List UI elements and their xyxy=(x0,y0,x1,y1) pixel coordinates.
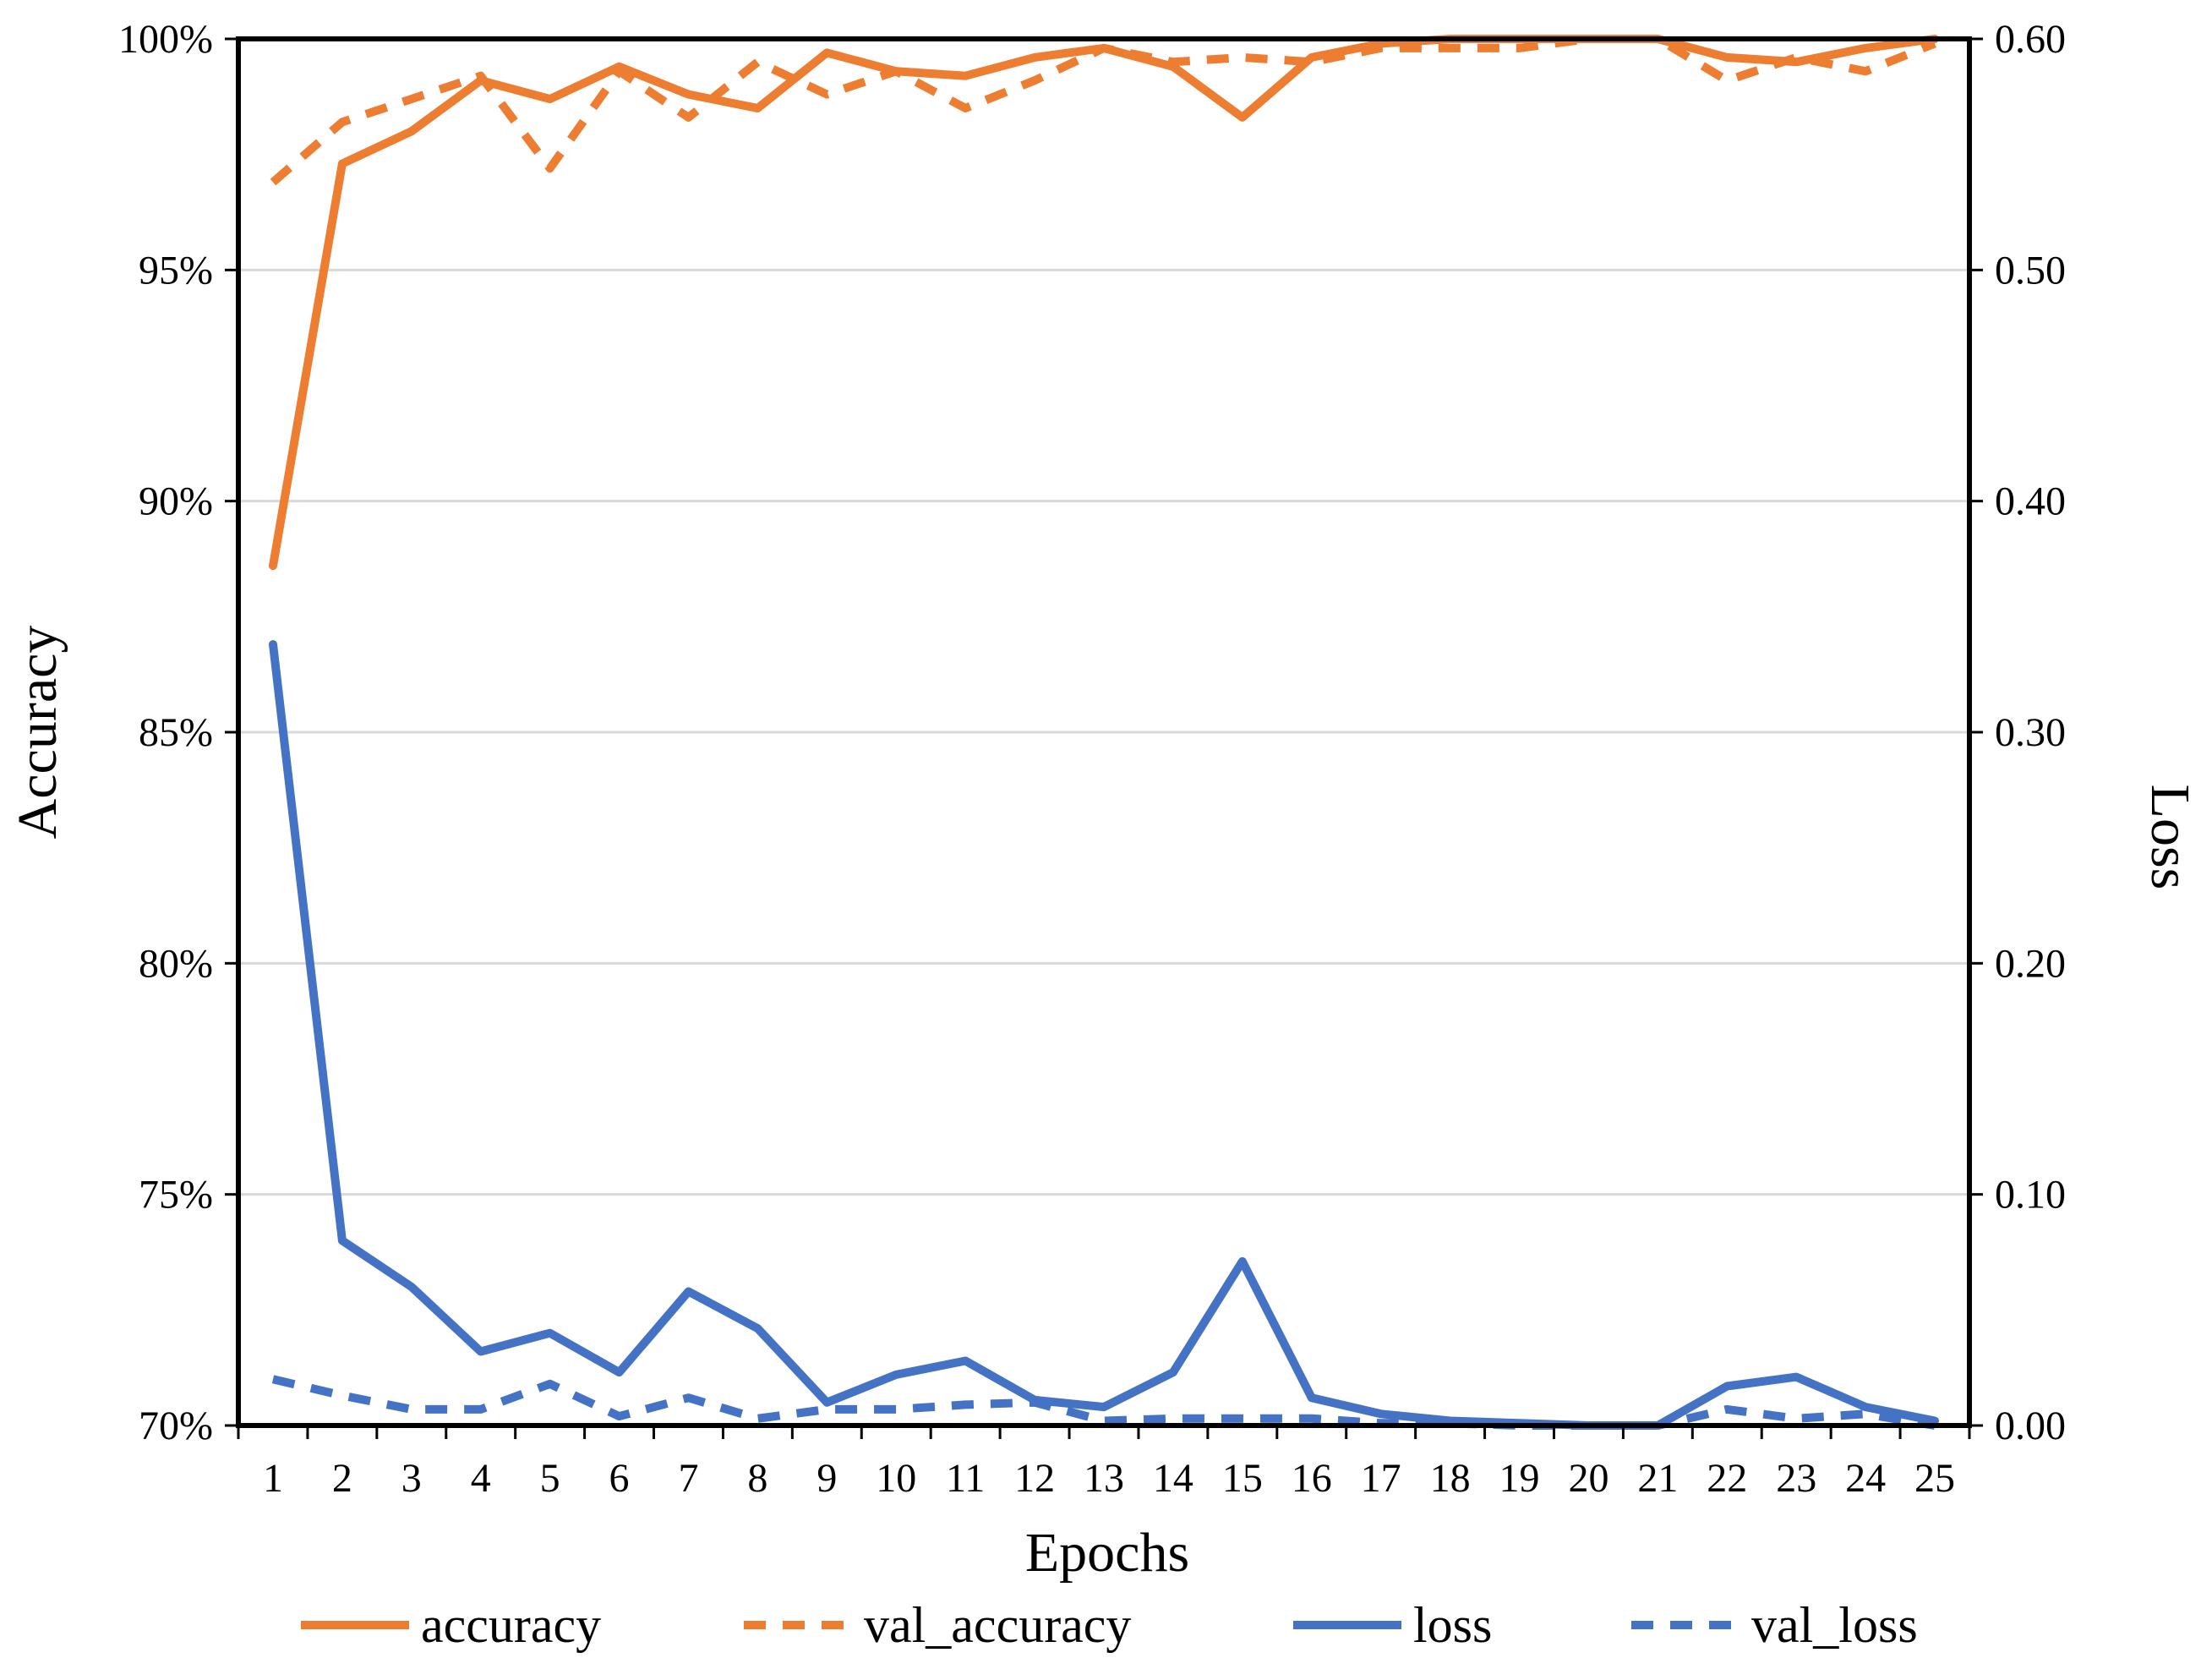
x-tick-label: 13 xyxy=(1084,1456,1124,1501)
x-axis-title: Epochs xyxy=(1025,1522,1189,1584)
x-tick-label: 12 xyxy=(1014,1456,1055,1501)
x-tick-label: 19 xyxy=(1499,1456,1540,1501)
x-tick-label: 7 xyxy=(678,1456,698,1501)
y-right-tick-label: 0.20 xyxy=(1995,941,2066,986)
series-line-accuracy xyxy=(269,35,1939,571)
x-tick-label: 17 xyxy=(1361,1456,1401,1501)
x-tick-label: 23 xyxy=(1776,1456,1816,1501)
x-tick-label: 21 xyxy=(1637,1456,1678,1501)
legend-label-val-accuracy: val_accuracy xyxy=(864,1597,1131,1653)
x-tick-label: 5 xyxy=(540,1456,560,1501)
y-axis-left-ticks: 70% 75% 80% 85% 90% 95% 100% xyxy=(118,17,238,1448)
y-right-tick-label: 0.50 xyxy=(1995,248,2066,293)
x-tick-label: 11 xyxy=(946,1456,985,1501)
x-tick-label: 4 xyxy=(471,1456,491,1501)
x-tick-label: 2 xyxy=(332,1456,352,1501)
x-tick-label: 24 xyxy=(1845,1456,1886,1501)
y-left-tick-label: 70% xyxy=(139,1404,213,1448)
x-tick-label: 18 xyxy=(1430,1456,1471,1501)
y-right-tick-label: 0.00 xyxy=(1995,1404,2066,1448)
gridlines xyxy=(238,268,1969,1196)
x-tick-label: 20 xyxy=(1568,1456,1608,1501)
x-tick-label: 6 xyxy=(609,1456,630,1501)
y-left-tick-label: 80% xyxy=(139,941,213,986)
x-tick-label: 9 xyxy=(817,1456,837,1501)
y-left-tick-label: 85% xyxy=(139,710,213,755)
x-tick-label: 10 xyxy=(876,1456,916,1501)
y-right-tick-label: 0.30 xyxy=(1995,710,2066,755)
y-right-tick-label: 0.40 xyxy=(1995,479,2066,524)
legend-label-loss: loss xyxy=(1413,1597,1492,1653)
y-axis-left-title: Accuracy xyxy=(7,626,68,840)
x-tick-label: 15 xyxy=(1222,1456,1263,1501)
x-tick-label: 22 xyxy=(1707,1456,1747,1501)
x-axis-ticks: 1 2 3 4 5 6 7 8 9 10 11 12 13 14 15 16 17 18 19 20 21 22 23 24 2… xyxy=(237,1425,1971,1501)
y-left-tick-label: 75% xyxy=(139,1173,213,1218)
y-left-tick-label: 90% xyxy=(139,479,213,524)
x-tick-label: 3 xyxy=(401,1456,422,1501)
series-line-loss xyxy=(269,640,1939,1430)
y-axis-right-title: Loss xyxy=(2139,785,2201,890)
y-axis-right-ticks: 0.00 0.10 0.20 0.30 0.40 0.50 0.60 xyxy=(1969,17,2066,1448)
y-left-tick-label: 95% xyxy=(139,248,213,293)
legend: accuracy val_accuracy loss val_loss xyxy=(301,1597,1918,1653)
x-tick-label: 1 xyxy=(263,1456,283,1501)
y-left-tick-label: 100% xyxy=(118,17,213,62)
x-tick-label: 8 xyxy=(747,1456,767,1501)
legend-label-val-loss: val_loss xyxy=(1751,1597,1918,1653)
y-right-tick-label: 0.60 xyxy=(1995,17,2066,62)
legend-label-accuracy: accuracy xyxy=(421,1597,601,1653)
x-tick-label: 14 xyxy=(1153,1456,1193,1501)
series-line-val-accuracy xyxy=(270,35,1936,186)
x-tick-label: 25 xyxy=(1914,1456,1955,1501)
x-tick-label: 16 xyxy=(1292,1456,1332,1501)
y-right-tick-label: 0.10 xyxy=(1995,1173,2066,1218)
